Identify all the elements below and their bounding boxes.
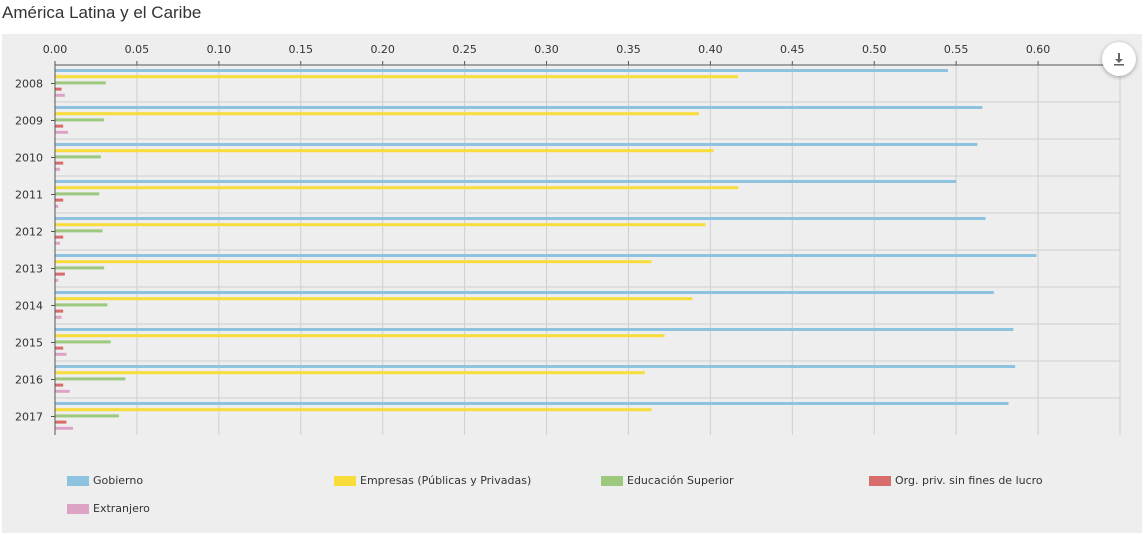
bar	[55, 297, 693, 301]
legend-item[interactable]: Gobierno	[67, 474, 143, 487]
bar	[55, 235, 64, 239]
bar	[55, 340, 111, 344]
bar	[55, 124, 64, 128]
x-tick-label: 0.50	[862, 43, 887, 56]
bar	[55, 260, 652, 264]
y-tick-label: 2010	[15, 152, 43, 165]
bar	[55, 291, 994, 294]
bar	[55, 112, 699, 116]
y-tick-label: 2008	[15, 78, 43, 91]
bar	[55, 241, 60, 245]
bar	[55, 192, 100, 196]
bar	[55, 408, 652, 412]
legend-label: Org. priv. sin fines de lucro	[895, 474, 1043, 487]
page-title: América Latina y el Caribe	[2, 3, 202, 22]
x-tick-label: 0.00	[43, 43, 68, 56]
bar	[55, 303, 108, 307]
bar	[55, 75, 739, 79]
bar	[55, 87, 62, 91]
bar	[55, 278, 59, 282]
bar	[55, 118, 105, 122]
legend-label: Educación Superior	[627, 474, 734, 487]
x-tick-label: 0.05	[125, 43, 150, 56]
bar	[55, 377, 126, 381]
y-tick-label: 2011	[15, 189, 43, 202]
bar	[55, 229, 103, 233]
bar	[55, 155, 101, 159]
bar	[55, 420, 67, 424]
bar	[55, 180, 957, 183]
bar	[55, 334, 665, 338]
x-tick-label: 0.60	[1026, 43, 1051, 56]
chart-legend: Gobierno Empresas (Públicas y Privadas) Ed…	[2, 464, 1142, 533]
y-tick-label: 2012	[15, 226, 43, 239]
bar	[55, 186, 739, 190]
legend-label: Gobierno	[93, 474, 144, 487]
bar	[55, 346, 64, 350]
x-tick-label: 0.15	[289, 43, 314, 56]
y-tick-label: 2015	[15, 337, 43, 350]
download-button[interactable]	[1102, 42, 1136, 76]
bar	[55, 130, 69, 134]
legend-swatch	[67, 503, 89, 514]
bar	[55, 143, 978, 146]
download-icon	[1114, 53, 1124, 66]
bar	[55, 198, 64, 202]
bar	[55, 217, 986, 220]
bar	[55, 352, 67, 356]
x-tick-label: 0.35	[616, 43, 641, 56]
chart-panel: 0.00 0.05 0.10 0.15 0.20 0.25 0.30 0.35 0.40 0.45…	[2, 34, 1142, 533]
bar	[55, 309, 64, 313]
bar	[55, 389, 70, 393]
x-tick-label: 0.25	[452, 43, 477, 56]
bar	[55, 81, 106, 85]
bar	[55, 223, 706, 227]
bar	[55, 426, 74, 430]
bar	[55, 106, 983, 109]
legend-item[interactable]: Empresas (Públicas y Privadas)	[334, 474, 531, 487]
x-tick-label: 0.55	[944, 43, 969, 56]
legend-item[interactable]: Educación Superior	[601, 474, 734, 487]
bar	[55, 93, 65, 97]
bar	[55, 167, 60, 171]
y-tick-label: 2013	[15, 263, 43, 276]
bar-chart: 0.00 0.05 0.10 0.15 0.20 0.25 0.30 0.35 0.40 0.45…	[15, 43, 1121, 435]
bar	[55, 371, 645, 375]
x-tick-label: 0.30	[534, 43, 559, 56]
bar	[55, 266, 105, 270]
x-tick-label: 0.20	[370, 43, 395, 56]
legend-item[interactable]: Extranjero	[67, 502, 150, 515]
legend-swatch	[334, 475, 356, 486]
y-tick-label: 2017	[15, 411, 43, 424]
bar	[55, 161, 64, 165]
bar	[55, 254, 1037, 257]
bar	[55, 315, 62, 319]
legend-swatch	[601, 475, 623, 486]
bar	[55, 402, 1009, 405]
legend-label: Empresas (Públicas y Privadas)	[360, 474, 532, 487]
y-tick-label: 2016	[15, 374, 43, 387]
x-tick-label: 0.10	[207, 43, 232, 56]
legend-label: Extranjero	[93, 502, 150, 515]
bar	[55, 69, 948, 72]
legend-swatch	[67, 475, 89, 486]
bar	[55, 272, 65, 276]
y-tick-label: 2014	[15, 300, 43, 313]
legend-item[interactable]: Org. priv. sin fines de lucro	[869, 474, 1043, 487]
x-tick-label: 0.45	[780, 43, 805, 56]
bar	[55, 383, 64, 387]
x-tick-label: 0.40	[698, 43, 723, 56]
bar	[55, 365, 1016, 368]
legend-swatch	[869, 475, 891, 486]
y-tick-label: 2009	[15, 115, 43, 128]
bar	[55, 328, 1014, 331]
bar	[55, 414, 119, 418]
bar	[55, 149, 714, 153]
bar	[55, 204, 59, 208]
